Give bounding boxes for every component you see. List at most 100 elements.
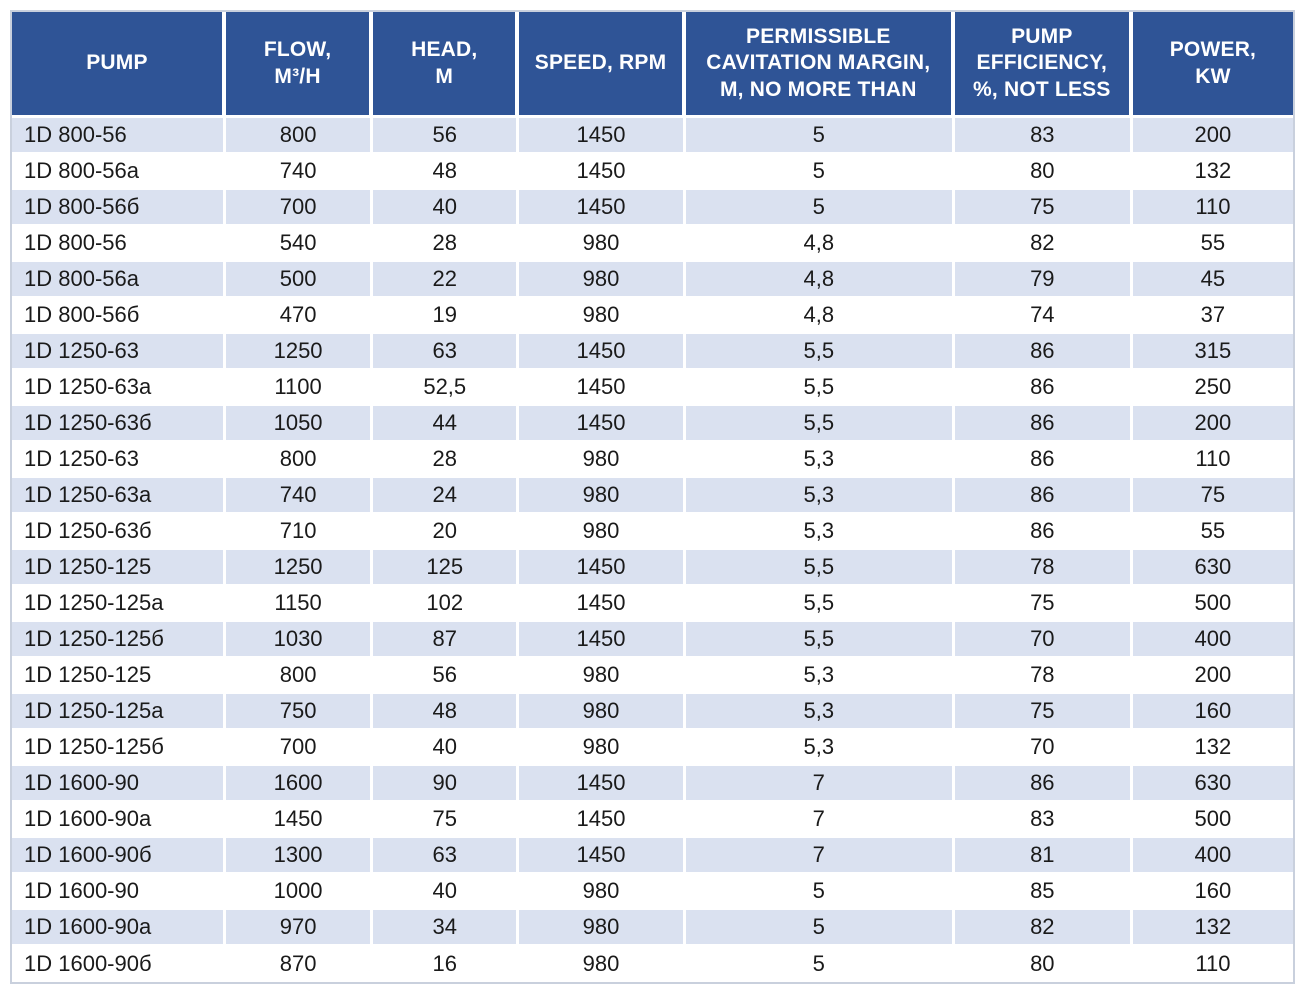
cell-cavitation: 5,5	[685, 586, 955, 622]
table-row: 1D 1250-125б 700 40 980 5,3 70 132	[12, 730, 1293, 766]
cell-speed: 1450	[519, 190, 686, 226]
cell-flow: 1250	[225, 550, 374, 586]
cell-speed: 980	[519, 226, 686, 262]
cell-pump: 1D 1600-90a	[12, 910, 226, 946]
cell-flow: 1300	[225, 838, 374, 874]
cell-cavitation: 5	[685, 946, 955, 982]
table-row: 1D 1250-63б 710 20 980 5,3 86 55	[12, 514, 1293, 550]
table-row: 1D 800-56б 700 40 1450 5 75 110	[12, 190, 1293, 226]
cell-flow: 1030	[225, 622, 374, 658]
cell-cavitation: 7	[685, 838, 955, 874]
cell-head: 20	[373, 514, 520, 550]
cell-head: 102	[373, 586, 520, 622]
cell-power: 200	[1132, 406, 1293, 442]
cell-flow: 1450	[225, 802, 374, 838]
cell-speed: 1450	[519, 154, 686, 190]
cell-cavitation: 5	[685, 190, 955, 226]
table-row: 1D 1250-125б 1030 87 1450 5,5 70 400	[12, 622, 1293, 658]
cell-speed: 980	[519, 298, 686, 334]
table-row: 1D 1600-90 1000 40 980 5 85 160	[12, 874, 1293, 910]
cell-pump: 1D 800-56б	[12, 298, 226, 334]
column-header-speed: SPEED, RPM	[519, 12, 686, 118]
column-header-cavitation: PERMISSIBLE CAVITATION MARGIN, M, NO MOR…	[685, 12, 955, 118]
cell-pump: 1D 1250-125б	[12, 730, 226, 766]
cell-flow: 1000	[225, 874, 374, 910]
cell-head: 125	[373, 550, 520, 586]
cell-power: 132	[1132, 730, 1293, 766]
cell-head: 44	[373, 406, 520, 442]
cell-cavitation: 7	[685, 766, 955, 802]
cell-cavitation: 5,3	[685, 694, 955, 730]
cell-cavitation: 5	[685, 874, 955, 910]
cell-power: 315	[1132, 334, 1293, 370]
cell-flow: 970	[225, 910, 374, 946]
cell-pump: 1D 1600-90	[12, 766, 226, 802]
cell-efficiency: 75	[954, 190, 1133, 226]
cell-pump: 1D 1600-90б	[12, 838, 226, 874]
cell-flow: 1050	[225, 406, 374, 442]
cell-speed: 1450	[519, 118, 686, 154]
cell-head: 28	[373, 442, 520, 478]
cell-cavitation: 5,5	[685, 370, 955, 406]
table-row: 1D 1250-125a 750 48 980 5,3 75 160	[12, 694, 1293, 730]
cell-speed: 980	[519, 730, 686, 766]
cell-pump: 1D 800-56	[12, 226, 226, 262]
column-header-efficiency: PUMP EFFICIENCY, %, NOT LESS	[954, 12, 1133, 118]
table-row: 1D 1600-90б 1300 63 1450 7 81 400	[12, 838, 1293, 874]
table-row: 1D 1600-90б 870 16 980 5 80 110	[12, 946, 1293, 982]
cell-speed: 1450	[519, 622, 686, 658]
cell-head: 48	[373, 154, 520, 190]
cell-cavitation: 5	[685, 154, 955, 190]
cell-efficiency: 79	[954, 262, 1133, 298]
table-row: 1D 800-56 540 28 980 4,8 82 55	[12, 226, 1293, 262]
cell-head: 34	[373, 910, 520, 946]
cell-power: 200	[1132, 658, 1293, 694]
column-header-flow: FLOW, M³/H	[225, 12, 374, 118]
cell-pump: 1D 1250-63	[12, 442, 226, 478]
cell-cavitation: 5,3	[685, 478, 955, 514]
cell-flow: 740	[225, 154, 374, 190]
cell-cavitation: 5,3	[685, 442, 955, 478]
cell-cavitation: 5,5	[685, 622, 955, 658]
column-header-power: POWER, KW	[1132, 12, 1293, 118]
cell-head: 52,5	[373, 370, 520, 406]
cell-efficiency: 78	[954, 658, 1133, 694]
cell-speed: 1450	[519, 334, 686, 370]
cell-head: 48	[373, 694, 520, 730]
cell-pump: 1D 800-56a	[12, 262, 226, 298]
cell-cavitation: 5,5	[685, 550, 955, 586]
cell-cavitation: 4,8	[685, 298, 955, 334]
cell-power: 110	[1132, 946, 1293, 982]
cell-head: 90	[373, 766, 520, 802]
cell-cavitation: 5,5	[685, 406, 955, 442]
cell-pump: 1D 800-56б	[12, 190, 226, 226]
cell-efficiency: 85	[954, 874, 1133, 910]
cell-cavitation: 7	[685, 802, 955, 838]
cell-pump: 1D 1250-125a	[12, 694, 226, 730]
cell-power: 500	[1132, 802, 1293, 838]
table-row: 1D 800-56a 500 22 980 4,8 79 45	[12, 262, 1293, 298]
cell-power: 75	[1132, 478, 1293, 514]
cell-efficiency: 83	[954, 802, 1133, 838]
cell-head: 19	[373, 298, 520, 334]
cell-pump: 1D 800-56a	[12, 154, 226, 190]
cell-speed: 1450	[519, 802, 686, 838]
cell-power: 160	[1132, 874, 1293, 910]
column-header-pump: PUMP	[12, 12, 226, 118]
table-row: 1D 1250-63a 740 24 980 5,3 86 75	[12, 478, 1293, 514]
cell-speed: 980	[519, 478, 686, 514]
cell-speed: 980	[519, 442, 686, 478]
cell-head: 63	[373, 334, 520, 370]
cell-speed: 980	[519, 910, 686, 946]
cell-speed: 980	[519, 946, 686, 982]
cell-pump: 1D 1250-125	[12, 658, 226, 694]
cell-speed: 980	[519, 262, 686, 298]
cell-speed: 980	[519, 874, 686, 910]
cell-efficiency: 86	[954, 478, 1133, 514]
cell-power: 630	[1132, 766, 1293, 802]
table-row: 1D 1600-90a 970 34 980 5 82 132	[12, 910, 1293, 946]
cell-power: 110	[1132, 442, 1293, 478]
table-row: 1D 1250-63б 1050 44 1450 5,5 86 200	[12, 406, 1293, 442]
cell-speed: 1450	[519, 406, 686, 442]
cell-flow: 710	[225, 514, 374, 550]
